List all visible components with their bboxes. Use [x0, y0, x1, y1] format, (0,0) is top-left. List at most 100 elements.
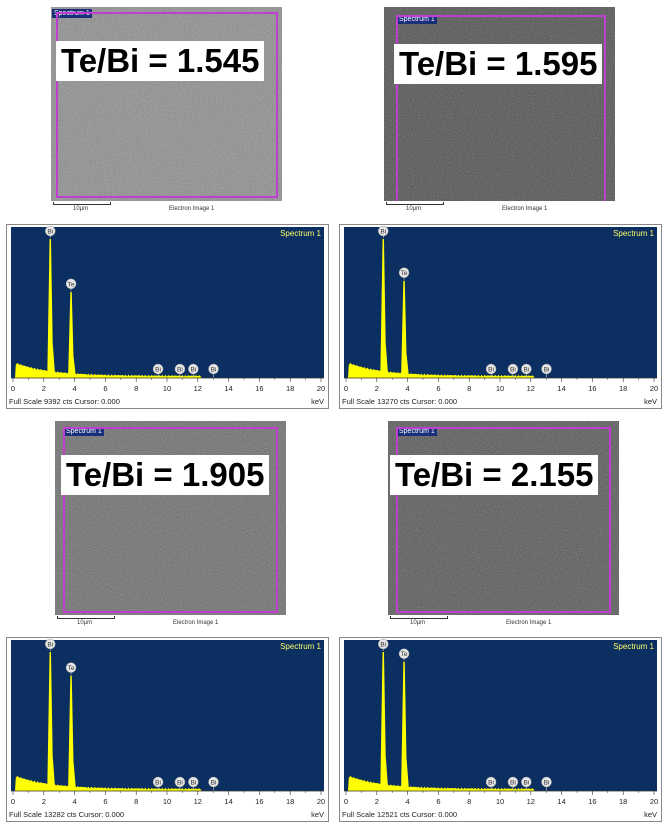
x-tick-label: 2 [42, 797, 46, 806]
x-tick-label: 8 [467, 797, 471, 806]
sem-image-3: Spectrum 1 Te/Bi = 1.905 10µm Electron I… [55, 421, 286, 629]
peak-label: Bi [488, 367, 494, 374]
x-tick-label: 6 [436, 797, 440, 806]
x-tick-label: 14 [224, 797, 232, 806]
peak-marker [541, 363, 552, 375]
spectrum-tag: Spectrum 1 [64, 427, 104, 436]
x-tick-label: 16 [255, 384, 263, 393]
image-label: Electron Image 1 [169, 206, 215, 212]
peak-marker [188, 776, 199, 788]
peak-marker [188, 363, 199, 375]
peak-label: Bi [47, 642, 53, 649]
peak-label: Bi [211, 780, 217, 787]
peak-label: Te [68, 665, 75, 672]
peak-label: Bi [380, 229, 386, 236]
scale-label: 10µm [73, 206, 89, 212]
peak-marker [45, 225, 56, 237]
eds-spectrum-1: Spectrum 1 Bi Te Bi Bi Bi Bi 0 2 4 6 8 10 12 14 16 18 20 F… [6, 224, 329, 409]
spectrum-title: Spectrum 1 [280, 229, 321, 238]
scale-label: 10µm [77, 620, 93, 626]
peak-label: Bi [47, 229, 53, 236]
peak-marker [507, 363, 519, 375]
x-tick-label: 18 [286, 384, 294, 393]
peak-marker [378, 225, 389, 237]
full-scale-readout: Full Scale 13270 cts Cursor: 0.000 [342, 397, 457, 406]
eds-spectrum-plot: Spectrum 1 Bi Te Bi Bi Bi Bi 0 2 4 6 8 10 12 14 16 18 20 F… [342, 225, 658, 406]
scale-label: 10µm [410, 620, 426, 626]
peak-label: Bi [155, 367, 161, 374]
sem-footer: 10µm Electron Image 1 [55, 615, 286, 629]
x-tick-label: 4 [406, 797, 410, 806]
plot-area [11, 227, 324, 378]
x-tick-label: 16 [255, 797, 263, 806]
spectrum-peak [47, 239, 54, 378]
x-tick-label: 8 [134, 797, 138, 806]
peak-label: Bi [488, 780, 494, 787]
te-bi-ratio: Te/Bi = 1.545 [56, 41, 265, 81]
spectrum-continuum [14, 775, 202, 792]
spectrum-peak [401, 280, 408, 378]
peak-marker [398, 648, 410, 659]
spectrum-title: Spectrum 1 [613, 229, 654, 238]
plot-area [344, 227, 657, 378]
peak-marker [541, 776, 552, 788]
peak-marker [398, 267, 410, 278]
peak-marker [485, 363, 497, 375]
spectrum-peak [380, 239, 387, 378]
peak-label: Bi [190, 780, 196, 787]
x-tick-label: 18 [286, 797, 294, 806]
x-tick-label: 8 [134, 384, 138, 393]
x-tick-label: 20 [317, 797, 325, 806]
x-unit-label: keV [644, 397, 657, 406]
full-scale-readout: Full Scale 13282 cts Cursor: 0.000 [9, 810, 124, 819]
x-tick-label: 12 [194, 384, 202, 393]
full-scale-readout: Full Scale 9392 cts Cursor: 0.000 [9, 397, 120, 406]
peak-marker [65, 662, 77, 673]
x-tick-label: 6 [103, 384, 107, 393]
x-tick-label: 12 [194, 797, 202, 806]
peak-marker [152, 363, 164, 375]
peak-marker [65, 278, 77, 290]
te-bi-ratio: Te/Bi = 2.155 [390, 455, 599, 495]
scale-label: 10µm [406, 206, 422, 212]
x-tick-label: 4 [73, 384, 77, 393]
spectrum-peak [47, 652, 54, 791]
x-tick-label: 6 [436, 384, 440, 393]
peak-marker [152, 776, 164, 788]
peak-marker [521, 363, 532, 375]
sem-footer: 10µm Electron Image 1 [384, 201, 615, 215]
x-tick-label: 12 [527, 384, 535, 393]
sem-footer: 10µm Electron Image 1 [51, 201, 282, 215]
x-tick-label: 2 [375, 384, 379, 393]
spectrum-shoulder [51, 756, 56, 791]
eds-spectrum-plot: Spectrum 1 Bi Te Bi Bi Bi Bi 0 2 4 6 8 10 12 14 16 18 20 F… [9, 225, 325, 406]
sem-texture [384, 7, 615, 201]
x-tick-label: 20 [650, 797, 658, 806]
sem-footer: 10µm Electron Image 1 [388, 615, 619, 629]
peak-label: Bi [523, 780, 529, 787]
eds-spectrum-2: Spectrum 1 Bi Te Bi Bi Bi Bi 0 2 4 6 8 10 12 14 16 18 20 F… [339, 224, 662, 409]
te-bi-ratio: Te/Bi = 1.905 [61, 455, 270, 495]
roi-rectangle [56, 12, 278, 198]
te-bi-ratio: Te/Bi = 1.595 [394, 44, 603, 84]
peak-marker [208, 363, 219, 375]
x-tick-label: 4 [406, 384, 410, 393]
spectrum-continuum [14, 362, 202, 379]
scale-bar [53, 202, 111, 205]
x-tick-label: 0 [11, 384, 15, 393]
peak-marker [174, 363, 186, 375]
spectrum-peak [68, 291, 75, 378]
x-tick-label: 20 [317, 384, 325, 393]
sem-image-2: Spectrum 1 Te/Bi = 1.595 10µm Electron I… [384, 7, 615, 215]
x-tick-label: 2 [42, 384, 46, 393]
peak-label: Bi [523, 367, 529, 374]
peak-label: Te [68, 281, 75, 288]
spectrum-shoulder [405, 758, 410, 791]
peak-label: Bi [380, 642, 386, 649]
x-tick-label: 6 [103, 797, 107, 806]
spectrum-peak [380, 652, 387, 791]
x-tick-label: 14 [557, 797, 565, 806]
x-tick-label: 10 [163, 797, 171, 806]
peak-marker [174, 776, 186, 788]
x-tick-label: 14 [557, 384, 565, 393]
